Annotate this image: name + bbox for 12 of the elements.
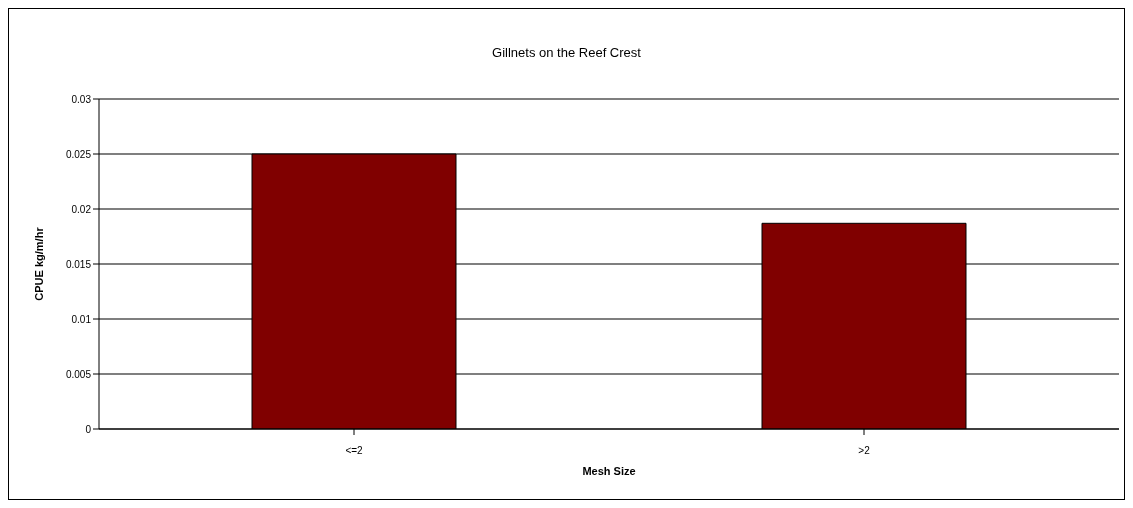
x-tick-label: >2 <box>858 445 871 457</box>
x-tick-label: <=2 <box>345 445 364 457</box>
y-tick-label: 0.02 <box>71 203 92 215</box>
chart-title: Gillnets on the Reef Crest <box>491 45 642 60</box>
y-tick-label: 0 <box>85 423 92 435</box>
y-tick-label: 0.025 <box>65 148 92 160</box>
y-tick-label: 0.01 <box>71 313 92 325</box>
y-tick-label: 0.015 <box>65 258 92 270</box>
y-tick-label: 0.03 <box>71 93 92 105</box>
y-tick-label: 0.005 <box>65 368 92 380</box>
x-axis-title: Mesh Size <box>582 465 636 477</box>
y-axis-title: CPUE kg/m/hr <box>32 226 45 301</box>
